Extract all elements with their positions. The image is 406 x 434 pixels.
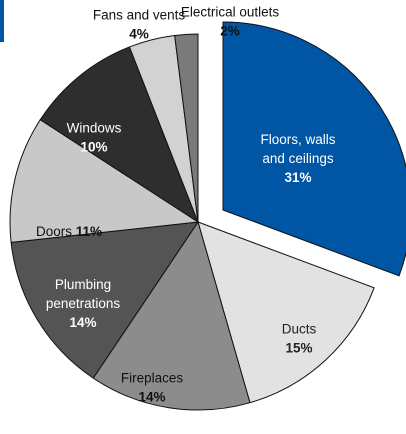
value-doors: 11% xyxy=(72,224,102,239)
label-floors-walls-and-ceilings-line-2: and ceilings xyxy=(262,151,334,166)
slice-plumbing-penetrations xyxy=(10,221,200,379)
slice-floors-walls-and-ceilings xyxy=(222,21,406,277)
value-ducts: 15% xyxy=(285,341,312,356)
value-electrical-outlets: 2% xyxy=(220,24,240,39)
slice-windows xyxy=(39,46,200,224)
label-doors-line-1: Doors 11% xyxy=(36,224,102,239)
label-floors-walls-and-ceilings-line-1: Floors, walls xyxy=(260,132,335,147)
label-fireplaces-line-1: Fireplaces xyxy=(121,371,184,386)
value-windows: 10% xyxy=(80,140,107,155)
label-plumbing-penetrations-line-2: penetrations xyxy=(46,296,121,311)
label-plumbing-penetrations-line-1: Plumbing xyxy=(55,277,111,292)
value-fireplaces: 14% xyxy=(138,390,165,405)
value-fans-and-vents: 4% xyxy=(129,27,149,42)
accent-bar xyxy=(0,0,4,42)
label-fans-and-vents-line-1: Fans and vents xyxy=(93,8,186,23)
label-windows-line-1: Windows xyxy=(67,121,122,136)
slice-ducts xyxy=(197,221,375,404)
label-electrical-outlets-line-1: Electrical outlets xyxy=(181,5,280,20)
slice-electrical-outlets xyxy=(174,33,199,223)
label-ducts-line-1: Ducts xyxy=(282,322,317,337)
slice-fireplaces xyxy=(92,220,251,411)
pie-labels: Floors, walls and ceilings 31% Ducts 15% Fire… xyxy=(36,5,336,405)
value-plumbing-penetrations: 14% xyxy=(69,315,96,330)
pie-slices xyxy=(9,21,406,411)
value-floors-walls-and-ceilings: 31% xyxy=(284,170,311,185)
slice-doors xyxy=(9,118,200,243)
